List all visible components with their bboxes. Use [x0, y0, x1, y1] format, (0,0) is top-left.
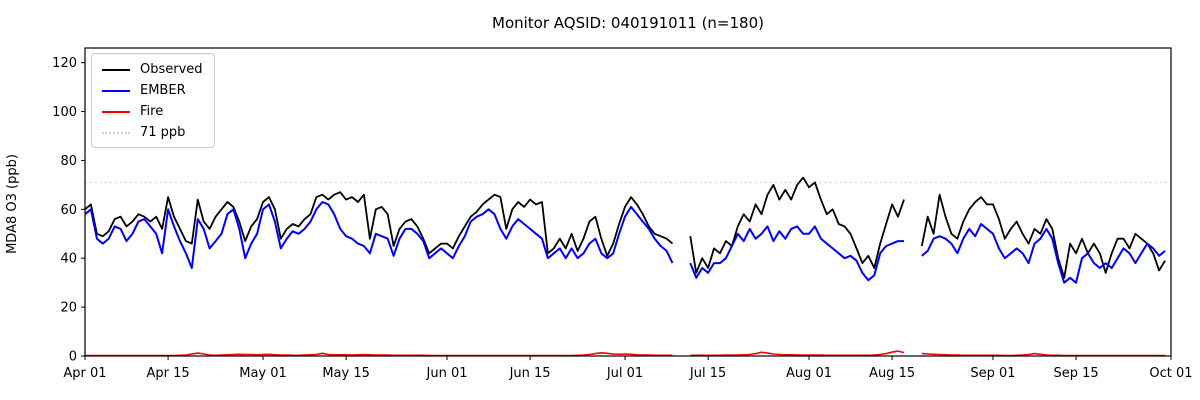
y-tick-label: 100 [52, 105, 77, 120]
legend-line-sample [102, 68, 130, 71]
x-tick-label: May 01 [239, 366, 287, 381]
y-tick-label: 0 [69, 350, 77, 365]
y-tick-label: 80 [60, 154, 77, 169]
y-tick-label: 20 [60, 301, 77, 316]
legend-line-sample [102, 110, 130, 113]
series-line-observed [84, 176, 1166, 279]
chart-title: Monitor AQSID: 040191011 (n=180) [492, 14, 764, 32]
x-tick-label: Jul 01 [606, 366, 643, 381]
legend-item-71-ppb: 71 ppb [102, 124, 204, 141]
legend-line-glyph [102, 89, 130, 92]
legend-line-sample [102, 89, 130, 92]
series-line-ember [84, 201, 1166, 284]
x-tick-label: Oct 01 [1149, 366, 1192, 381]
legend-item-observed: Observed [102, 61, 204, 78]
legend: Observed EMBER Fire 71 ppb [91, 53, 215, 148]
legend-label: 71 ppb [140, 125, 186, 140]
plot-frame [84, 47, 1172, 357]
legend-item-fire: Fire [102, 103, 204, 120]
x-tick-label: May 15 [322, 366, 370, 381]
x-tick-label: Jun 01 [426, 366, 468, 381]
legend-line-glyph [102, 131, 130, 134]
x-tick-label: Sep 15 [1053, 366, 1098, 381]
series-line-fire [85, 350, 1166, 357]
legend-line-glyph [102, 68, 130, 71]
x-tick-label: Apr 15 [146, 366, 189, 381]
x-tick-label: Jun 15 [509, 366, 551, 381]
x-tick-label: Aug 01 [786, 366, 832, 381]
legend-line-glyph [102, 110, 130, 113]
y-tick-label: 120 [52, 56, 77, 71]
y-tick-label: 60 [60, 203, 77, 218]
legend-label: EMBER [140, 83, 186, 98]
y-tick-label: 40 [60, 252, 77, 267]
legend-label: Observed [140, 62, 203, 77]
x-tick-label: Aug 15 [869, 366, 915, 381]
legend-item-ember: EMBER [102, 82, 204, 99]
x-tick-label: Apr 01 [63, 366, 106, 381]
legend-label: Fire [140, 104, 164, 119]
x-tick-label: Sep 01 [970, 366, 1015, 381]
x-tick-label: Jul 15 [689, 366, 726, 381]
legend-line-sample [102, 131, 130, 134]
